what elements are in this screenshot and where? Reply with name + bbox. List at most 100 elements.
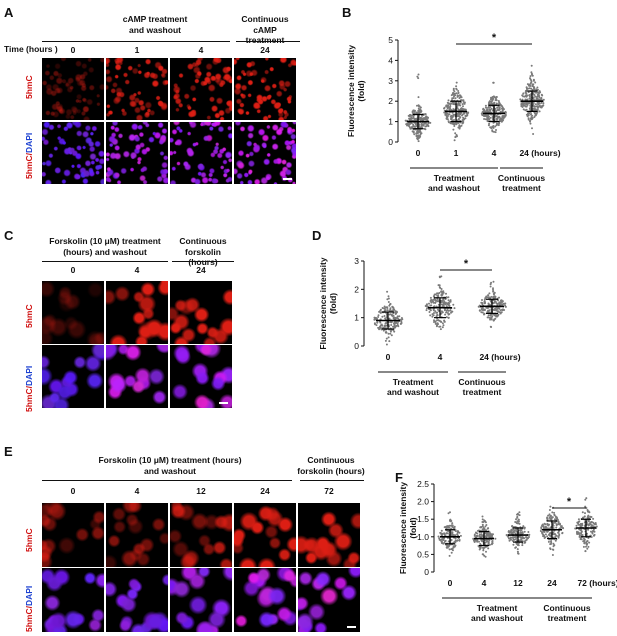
data-point xyxy=(512,531,515,534)
data-point xyxy=(442,298,445,301)
data-point xyxy=(422,117,425,120)
data-point xyxy=(446,532,449,535)
data-point xyxy=(536,86,539,89)
data-point xyxy=(481,515,484,518)
data-point xyxy=(441,322,444,325)
data-point xyxy=(513,538,516,541)
data-point xyxy=(508,537,511,540)
data-point xyxy=(588,541,591,544)
data-point xyxy=(435,299,438,302)
data-point xyxy=(520,104,523,107)
panel-e-image-blue-2 xyxy=(170,568,232,632)
data-point xyxy=(517,522,520,525)
data-point xyxy=(590,516,593,518)
data-point xyxy=(392,312,395,315)
data-point xyxy=(488,539,491,542)
data-point xyxy=(393,330,396,333)
data-point xyxy=(437,309,440,312)
data-point xyxy=(387,297,390,300)
data-point xyxy=(553,511,556,514)
data-point xyxy=(451,522,454,525)
data-point xyxy=(543,534,545,537)
panel-e-image-red-1 xyxy=(106,503,168,567)
data-point xyxy=(411,130,414,133)
panel-c-image-red-1 xyxy=(106,281,168,344)
data-point xyxy=(487,110,490,113)
panel-c-column-label: 24 xyxy=(196,265,206,275)
data-point xyxy=(436,298,439,300)
data-point xyxy=(580,534,583,536)
data-point xyxy=(525,92,528,95)
data-point xyxy=(528,533,531,536)
panel-c-row-merge: 5hmC/DAPI xyxy=(24,365,34,412)
data-point xyxy=(519,531,522,534)
y-tick-label: 0 xyxy=(424,567,429,577)
panel-a-image-blue-0 xyxy=(42,122,104,184)
data-point xyxy=(445,526,448,529)
data-point xyxy=(546,535,549,538)
data-point xyxy=(384,306,387,309)
data-point xyxy=(417,111,420,114)
data-point xyxy=(522,108,525,111)
y-axis-label-line1: Fluorescence intensity xyxy=(318,257,328,349)
data-point xyxy=(458,112,461,115)
data-point xyxy=(532,86,535,89)
data-point xyxy=(384,317,387,320)
data-point xyxy=(504,304,507,307)
data-point xyxy=(560,525,563,528)
x-tick-label: 0 xyxy=(448,578,453,588)
data-point xyxy=(485,115,488,118)
data-point xyxy=(385,321,388,324)
data-point xyxy=(489,325,492,328)
data-point xyxy=(452,128,455,131)
data-point xyxy=(448,554,451,557)
data-point xyxy=(494,107,497,110)
data-point xyxy=(522,92,525,95)
data-point xyxy=(410,126,413,129)
data-point xyxy=(483,110,486,112)
data-point xyxy=(561,531,564,534)
panel-a-image-blue-1 xyxy=(106,122,168,184)
data-point xyxy=(440,321,443,323)
data-point xyxy=(486,116,489,119)
y-tick-label: 0 xyxy=(354,341,359,351)
data-point xyxy=(465,115,468,117)
data-point xyxy=(480,539,483,542)
data-point xyxy=(473,533,476,536)
data-point xyxy=(501,109,504,112)
data-point xyxy=(456,539,458,542)
data-point xyxy=(492,81,495,84)
data-point xyxy=(411,111,414,114)
data-point xyxy=(586,542,589,545)
data-point xyxy=(519,529,522,532)
data-point xyxy=(444,301,447,304)
data-point xyxy=(455,123,458,126)
panel-label-f: F xyxy=(395,470,403,485)
data-point xyxy=(504,111,507,114)
data-point xyxy=(450,520,453,522)
data-point xyxy=(592,517,595,520)
data-point xyxy=(540,527,543,530)
data-point xyxy=(453,139,456,142)
data-point xyxy=(514,532,517,535)
data-point xyxy=(447,512,450,515)
data-point xyxy=(529,120,531,123)
panel-c-header-continuous: Continuous forskolin (hours) xyxy=(179,236,227,268)
data-point xyxy=(492,292,495,295)
data-point xyxy=(422,124,425,127)
data-point xyxy=(532,133,535,135)
data-point xyxy=(523,540,526,543)
data-point xyxy=(453,125,456,127)
panel-label-a: A xyxy=(4,5,14,20)
data-point xyxy=(461,120,464,123)
data-point xyxy=(378,310,381,313)
panel-c-scale-bar xyxy=(219,402,228,404)
data-point xyxy=(449,299,452,302)
data-point xyxy=(502,117,505,120)
data-point xyxy=(376,321,379,324)
data-point xyxy=(373,322,376,325)
group-label-treatment: Treatment xyxy=(477,603,518,613)
panel-c-image-blue-1 xyxy=(106,345,168,408)
data-point xyxy=(434,321,437,323)
data-point xyxy=(447,296,450,299)
